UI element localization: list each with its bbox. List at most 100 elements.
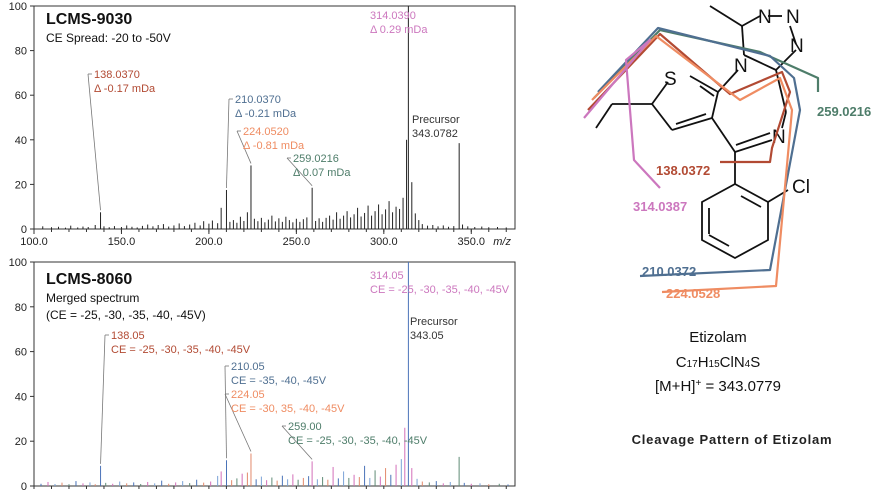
- y-tick-label: 40: [15, 135, 27, 147]
- y-tick-label: 100: [9, 257, 27, 269]
- fragment-label: 224.0528: [666, 286, 720, 301]
- mass-line-part: [M+H]: [655, 378, 695, 395]
- formula-part: S: [750, 354, 760, 371]
- fragment-label: 314.0387: [633, 199, 687, 214]
- atom-labels: N N N N N S Cl: [664, 7, 810, 198]
- spectrum-panel-lcms-8060: 0 20 40 60 80 100 138.05 CE = -25, -30, -35, -4…: [9, 257, 516, 493]
- peak-annotation: 224.0520: [243, 126, 289, 138]
- peak-annotation: CE = -25, -30, -35, -40, -45V: [370, 284, 510, 296]
- y-tick-label: 0: [21, 224, 27, 236]
- cleavage-path-210: [597, 26, 802, 278]
- annotation-leader: [236, 130, 252, 164]
- peak-annotation: CE = -25, -30, -35, -40, -45V: [111, 344, 251, 356]
- formula-part: 4: [745, 359, 751, 370]
- bond: [689, 75, 719, 93]
- peak-annotation: CE = -35, -40, -45V: [231, 375, 327, 387]
- bond: [711, 117, 736, 153]
- annotation-leader: [224, 393, 252, 452]
- bond: [740, 195, 762, 208]
- x-tick-label: 100.0: [20, 236, 48, 248]
- peak-annotation: Δ 0.29 mDa: [370, 24, 428, 36]
- peak-annotation: 259.0216: [293, 153, 339, 165]
- peak-annotation: 314.05: [370, 270, 404, 282]
- y-tick-label: 100: [9, 1, 27, 13]
- y-tick-label: 0: [21, 481, 27, 493]
- annotation-leader: [226, 98, 230, 188]
- bond: [743, 54, 777, 71]
- y-tick-label: 40: [15, 391, 27, 403]
- phenyl-ring: [701, 182, 769, 260]
- formula-part: C: [676, 354, 687, 371]
- cleavage-path-224: [591, 34, 794, 294]
- peak-annotation: 343.05: [410, 330, 444, 342]
- y-tick-label: 60: [15, 90, 27, 102]
- cleavage-path-138: [587, 32, 792, 164]
- x-tick-label: 200.0: [195, 236, 223, 248]
- y-tick-label: 20: [15, 436, 27, 448]
- compound-name: Etizolam: [689, 329, 747, 346]
- spectrum-panel-lcms-9030: 0 20 40 60 80 100 100.0 150.0 200.0 250.0 300.0 350…: [9, 1, 516, 248]
- bond: [651, 103, 673, 131]
- precursor-mass: [M+H]+ = 343.0779: [655, 378, 781, 396]
- atom-n: N: [786, 7, 800, 28]
- formula-part: 17: [687, 359, 699, 370]
- plot-frame: [33, 5, 516, 230]
- peak-annotation: 259.00: [288, 421, 322, 433]
- fragment-label: 259.0216: [817, 104, 871, 119]
- cleavage-paths: [583, 26, 820, 294]
- peak-annotation: 224.05: [231, 389, 265, 401]
- formula-part: ClN: [720, 354, 745, 371]
- mass-line-part: = 343.0779: [701, 378, 781, 395]
- chart-subtitle: CE Spread: -20 to -50V: [46, 31, 171, 45]
- fragment-labels: 259.0216 138.0372 314.0387 210.0372 224.0528: [633, 104, 871, 301]
- fragment-label: 138.0372: [656, 163, 710, 178]
- bond: [734, 139, 773, 153]
- peak-annotation: 138.0370: [94, 69, 140, 81]
- peak-annotation: CE = -30, 35, -40, -45V: [231, 403, 345, 415]
- peak-annotation: Δ -0.17 mDa: [94, 83, 156, 95]
- bond: [595, 103, 613, 129]
- atom-n: N: [734, 56, 748, 77]
- bond: [671, 117, 713, 131]
- bond: [709, 5, 743, 27]
- annotation-leader: [100, 334, 106, 464]
- x-axis-label: m/z: [493, 236, 511, 248]
- x-tick-label: 300.0: [370, 236, 398, 248]
- cleavage-path-314: [583, 38, 661, 189]
- peak-annotation: 210.0370: [235, 94, 281, 106]
- chart-subtitle: Merged spectrum: [46, 291, 139, 305]
- bond: [781, 111, 787, 129]
- bond: [651, 81, 669, 105]
- bond: [717, 69, 739, 93]
- y-tick-label: 80: [15, 46, 27, 58]
- chart-subtitle: (CE = -25, -30, -35, -40, -45V): [46, 308, 206, 322]
- etizolam-structure: [595, 5, 797, 260]
- atom-s: S: [664, 69, 677, 90]
- atom-n: N: [790, 36, 804, 57]
- chart-title: LCMS-9030: [46, 11, 132, 28]
- atom-n: N: [772, 127, 786, 148]
- bond: [675, 113, 707, 125]
- bond: [711, 91, 719, 119]
- peak-annotation: 343.0782: [412, 128, 458, 140]
- bond: [789, 25, 797, 45]
- peak-annotation: 138.05: [111, 330, 145, 342]
- x-tick-label: 350.0: [458, 236, 486, 248]
- peak-annotation: Precursor: [412, 114, 460, 126]
- peak-annotation: CE = -25, -30, -35, -40, -45V: [288, 435, 428, 447]
- formula-part: 15: [709, 359, 721, 370]
- x-tick-label: 150.0: [108, 236, 136, 248]
- peak-annotation: Δ -0.21 mDa: [235, 108, 297, 120]
- figure-caption: Cleavage Pattern of Etizolam: [632, 432, 833, 447]
- peak-annotation: 314.0390: [370, 10, 416, 22]
- atom-n: N: [758, 7, 772, 28]
- peak-annotation: Δ 0.07 mDa: [293, 167, 351, 179]
- bond: [699, 85, 715, 97]
- y-tick-label: 80: [15, 302, 27, 314]
- bond: [775, 69, 787, 113]
- bond: [775, 49, 797, 71]
- molecular-formula: C17H15ClN4S: [676, 354, 761, 371]
- plot-frame: [33, 261, 516, 487]
- y-tick-label: 20: [15, 179, 27, 191]
